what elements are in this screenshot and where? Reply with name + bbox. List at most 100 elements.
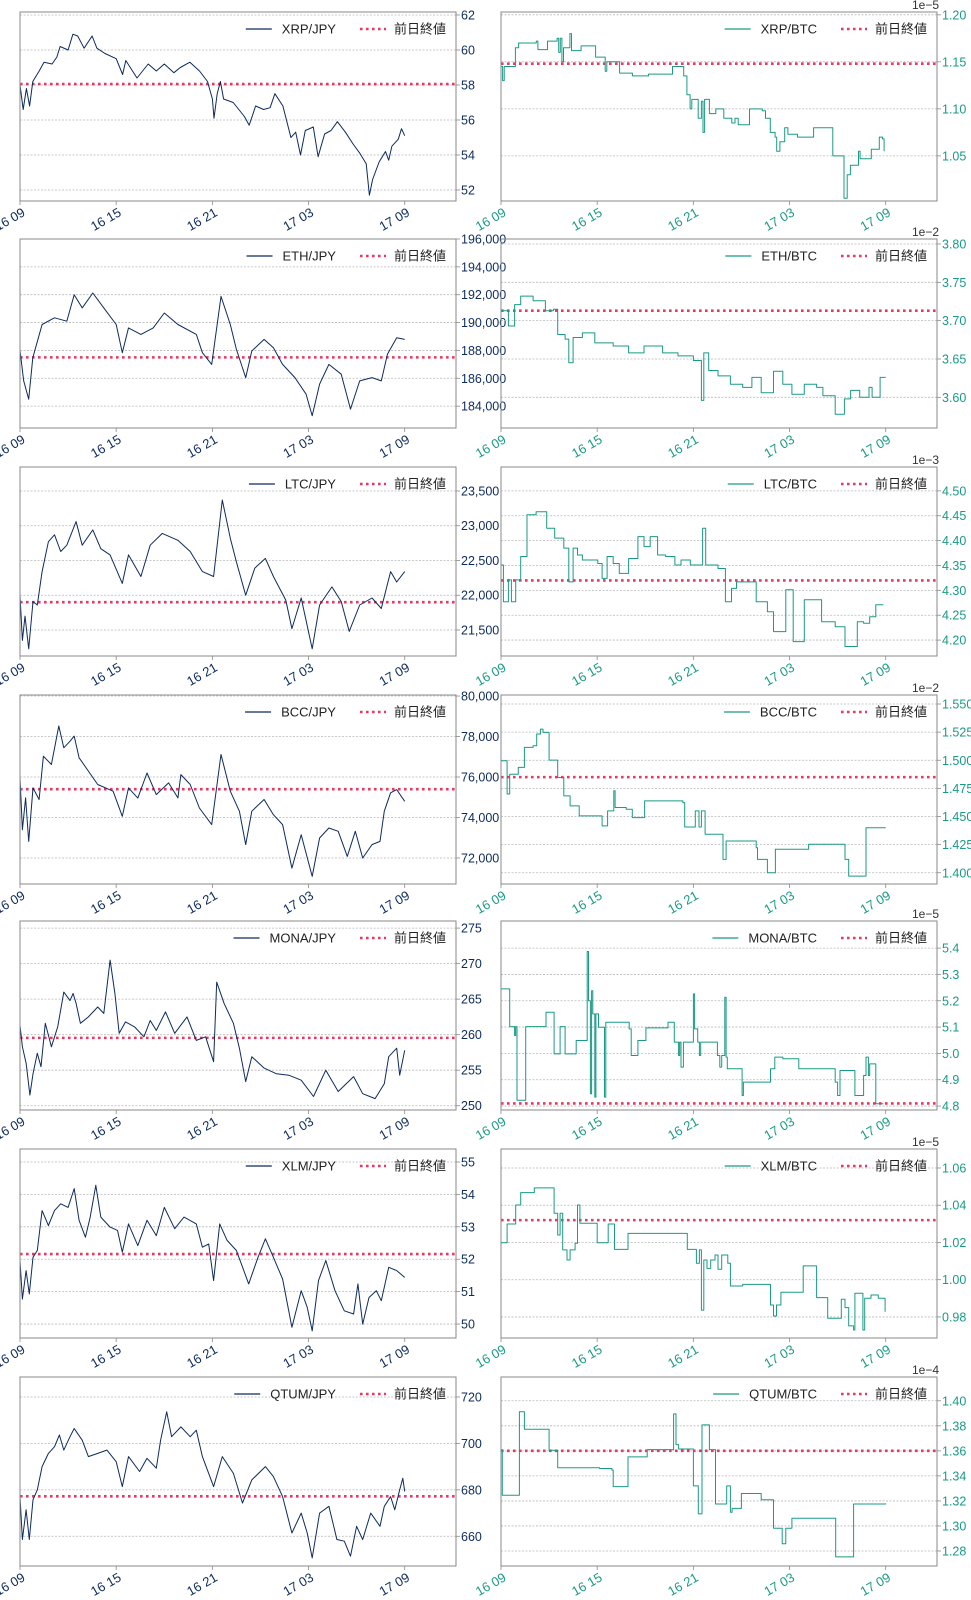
y-tick-label: 51 <box>461 1285 475 1299</box>
price-series-line <box>19 725 406 877</box>
x-tick-label: 16 09 <box>0 1570 28 1599</box>
legend-series-label: BCC/BTC <box>760 705 817 720</box>
x-tick-label: 17 03 <box>761 205 797 234</box>
x-tick-label: 16 21 <box>665 888 701 917</box>
chart-panel-xrp-jpy: 52 54 56 58 60 62 16 09 16 15 16 21 17 03 17 09 前日終… <box>0 8 475 233</box>
y-tick-label: 188,000 <box>461 344 506 358</box>
plot-frame <box>19 694 457 885</box>
legend-previous-close-label: 前日終値 <box>394 22 446 37</box>
y-tick-label: 4.20 <box>942 634 966 648</box>
x-tick-label: 16 09 <box>473 205 509 234</box>
legend-series-label: BCC/JPY <box>281 705 336 720</box>
legend: 前日終値 XRP/BTC <box>724 22 927 37</box>
x-tick-label: 17 03 <box>280 432 316 461</box>
chart-panel-xrp-btc: 1.05 1.10 1.15 1.20 16 09 16 15 16 21 17 03 17 0… <box>473 0 967 234</box>
y-tick-label: 255 <box>461 1064 482 1078</box>
price-series-line <box>501 1187 886 1331</box>
y-tick-label: 250 <box>461 1099 482 1113</box>
price-series-line <box>501 295 886 415</box>
x-tick-label: 16 09 <box>473 888 509 917</box>
axis-exponent-label: 1e−5 <box>912 0 939 12</box>
chart-panel-eth-btc: 3.60 3.65 3.70 3.75 3.80 16 09 16 15 16 21 17 03… <box>473 225 967 461</box>
y-tick-label: 4.45 <box>942 509 966 523</box>
legend-previous-close-label: 前日終値 <box>875 477 927 492</box>
y-tick-label: 5.2 <box>942 994 959 1008</box>
y-tick-label: 72,000 <box>461 852 499 866</box>
chart-panel-bcc-btc: 1.400 1.425 1.450 1.475 1.500 1.525 1.550 16 09… <box>473 681 971 917</box>
y-tick-label: 3.60 <box>942 391 966 405</box>
legend-previous-close-label: 前日終値 <box>875 705 927 720</box>
y-tick-label: 1.400 <box>942 866 971 880</box>
price-series-line <box>19 959 406 1100</box>
y-tick-label: 260 <box>461 1028 482 1042</box>
y-tick-label: 1.05 <box>942 149 966 163</box>
legend-previous-close-label: 前日終値 <box>394 705 446 720</box>
y-tick-label: 186,000 <box>461 372 506 386</box>
y-tick-label: 1.02 <box>942 1236 966 1250</box>
y-tick-label: 3.75 <box>942 276 966 290</box>
y-tick-label: 22,500 <box>461 554 499 568</box>
y-tick-label: 4.25 <box>942 609 966 623</box>
legend-previous-close-label: 前日終値 <box>875 22 927 37</box>
chart-panel-qtum-jpy: 660 680 700 720 16 09 16 15 16 21 17 03 17 09 前日終… <box>0 1376 482 1599</box>
x-tick-label: 16 21 <box>665 660 701 689</box>
legend-previous-close-label: 前日終値 <box>394 1159 446 1174</box>
y-tick-label: 1.500 <box>942 754 971 768</box>
x-tick-label: 16 09 <box>473 660 509 689</box>
x-tick-label: 16 15 <box>88 1570 124 1599</box>
y-tick-label: 1.36 <box>942 1444 966 1458</box>
x-tick-label: 17 09 <box>377 660 413 689</box>
y-tick-label: 1.06 <box>942 1161 966 1175</box>
legend-previous-close-label: 前日終値 <box>875 249 927 264</box>
y-tick-label: 190,000 <box>461 316 506 330</box>
plot-frame <box>19 1376 457 1567</box>
legend-series-label: MONA/JPY <box>270 931 337 946</box>
y-tick-label: 275 <box>461 922 482 936</box>
y-tick-label: 1.38 <box>942 1419 966 1433</box>
y-tick-label: 4.30 <box>942 584 966 598</box>
x-tick-label: 17 03 <box>280 1114 316 1143</box>
y-tick-label: 78,000 <box>461 730 499 744</box>
x-tick-label: 16 15 <box>569 432 605 461</box>
x-tick-label: 17 03 <box>761 888 797 917</box>
axis-exponent-label: 1e−2 <box>912 681 939 695</box>
x-tick-label: 17 09 <box>377 1570 413 1599</box>
legend: 前日終値 LTC/BTC <box>727 477 927 492</box>
x-tick-label: 17 09 <box>377 432 413 461</box>
y-tick-label: 80,000 <box>461 690 499 704</box>
legend: 前日終値 XLM/JPY <box>245 1159 446 1174</box>
x-tick-label: 17 09 <box>858 1570 894 1599</box>
y-tick-label: 4.40 <box>942 534 966 548</box>
legend: 前日終値 MONA/BTC <box>712 931 927 946</box>
plot-frame <box>500 238 938 429</box>
legend-series-label: XLM/JPY <box>282 1159 337 1174</box>
y-tick-label: 700 <box>461 1437 482 1451</box>
y-tick-label: 1.425 <box>942 838 971 852</box>
axis-exponent-label: 1e−4 <box>912 1363 939 1377</box>
x-tick-label: 17 03 <box>761 1342 797 1371</box>
price-series-line <box>19 499 406 650</box>
legend: 前日終値 BCC/BTC <box>723 705 927 720</box>
y-tick-label: 680 <box>461 1483 482 1497</box>
axis-exponent-label: 1e−2 <box>912 225 939 239</box>
y-tick-label: 1.475 <box>942 782 971 796</box>
plot-frame <box>500 1376 938 1567</box>
x-tick-label: 17 09 <box>858 660 894 689</box>
legend-series-label: QTUM/JPY <box>270 1387 336 1402</box>
chart-panel-mona-jpy: 250 255 260 265 270 275 16 09 16 15 16 21 17 03 17… <box>0 920 482 1143</box>
axis-exponent-label: 1e−5 <box>912 907 939 921</box>
x-tick-label: 16 15 <box>569 1570 605 1599</box>
plot-frame <box>19 238 457 429</box>
y-tick-label: 1.04 <box>942 1199 966 1213</box>
price-series-line <box>19 1184 406 1332</box>
y-tick-label: 5.4 <box>942 942 959 956</box>
y-tick-label: 1.450 <box>942 810 971 824</box>
x-tick-label: 16 21 <box>665 1570 701 1599</box>
plot-frame <box>500 1148 938 1339</box>
y-tick-label: 53 <box>461 1220 475 1234</box>
plot-frame <box>500 920 938 1111</box>
x-tick-label: 16 21 <box>184 1342 220 1371</box>
y-tick-label: 192,000 <box>461 288 506 302</box>
x-tick-label: 17 03 <box>280 660 316 689</box>
plot-frame <box>500 466 938 657</box>
